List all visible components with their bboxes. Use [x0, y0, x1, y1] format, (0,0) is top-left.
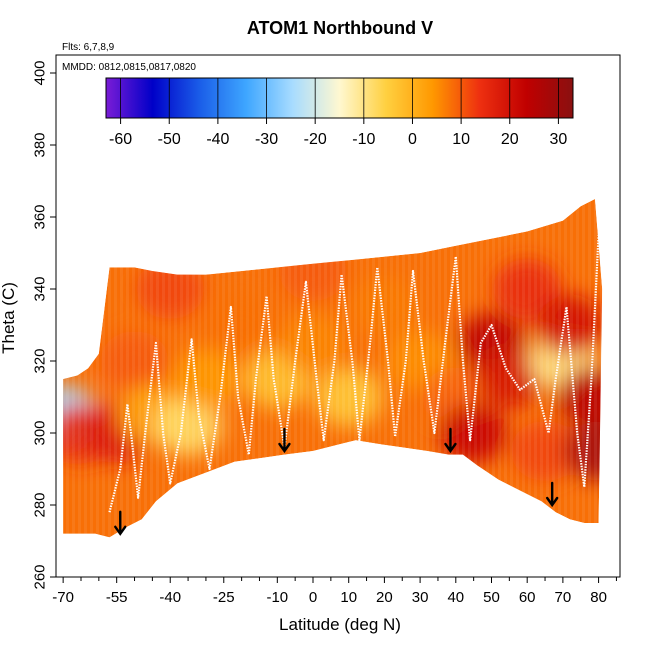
y-tick-label: 300 — [32, 420, 49, 445]
down-arrow — [444, 427, 457, 454]
down-arrow — [114, 510, 127, 536]
colorbar-tick-label: 20 — [501, 131, 519, 148]
y-tick-label: 260 — [32, 564, 49, 589]
x-tick-label: -55 — [106, 589, 128, 606]
flights-annotation: Flts: 6,7,8,9 — [62, 42, 115, 53]
colorbar-tick-label: -40 — [206, 131, 229, 148]
colorbar-tick-label: 10 — [452, 131, 470, 148]
x-tick-label: 50 — [483, 589, 500, 606]
x-tick-label: -70 — [52, 589, 74, 606]
x-tick-label: -10 — [266, 589, 288, 606]
dates-annotation: MMDD: 0812,0815,0817,0820 — [62, 62, 196, 73]
x-tick-label: 60 — [519, 589, 536, 606]
colorbar-bar — [105, 77, 574, 119]
arrows — [114, 427, 559, 536]
y-tick-label: 280 — [32, 492, 49, 517]
colorbar-tick-label: 30 — [550, 131, 568, 148]
x-tick-label: -40 — [159, 589, 181, 606]
colorbar-tick-label: -20 — [304, 131, 327, 148]
colorbar-tick-label: 0 — [408, 131, 417, 148]
y-axis: 260 280 300 320 340 360 380 400 — [32, 60, 56, 590]
colorbar-tick-label: -60 — [109, 131, 132, 148]
y-tick-label: 320 — [32, 348, 49, 373]
x-tick-label: 20 — [376, 589, 393, 606]
y-tick-label: 340 — [32, 276, 49, 301]
colorbar-ticks: -60 -50 -40 -30 -20 -10 0 10 20 30 — [109, 78, 567, 148]
x-tick-label: 10 — [340, 589, 357, 606]
x-tick-label: 30 — [412, 589, 429, 606]
colorbar-tick-label: -50 — [158, 131, 181, 148]
y-tick-label: 360 — [32, 204, 49, 229]
y-tick-label: 380 — [32, 132, 49, 157]
x-tick-label: -25 — [213, 589, 235, 606]
y-axis-label: Theta (C) — [0, 282, 18, 354]
y-tick-label: 400 — [32, 60, 49, 85]
down-arrow — [545, 481, 559, 508]
x-axis-label: Latitude (deg N) — [279, 615, 401, 634]
x-axis: -70 -55 -40 -25 -10 0 10 20 30 40 50 60 70 80 — [52, 577, 617, 606]
x-tick-label: 70 — [555, 589, 572, 606]
x-tick-label: 0 — [309, 589, 317, 606]
flight-tracks — [108, 234, 600, 513]
colorbar-tick-label: -10 — [352, 131, 375, 148]
flight-track — [108, 234, 600, 513]
x-tick-label: 40 — [447, 589, 464, 606]
down-arrow — [278, 427, 291, 454]
colorbar: -60 -50 -40 -30 -20 -10 0 10 20 30 — [105, 77, 574, 148]
chart-title: ATOM1 Northbound V — [247, 18, 433, 38]
colorbar-tick-label: -30 — [255, 131, 278, 148]
x-tick-label: 80 — [590, 589, 607, 606]
